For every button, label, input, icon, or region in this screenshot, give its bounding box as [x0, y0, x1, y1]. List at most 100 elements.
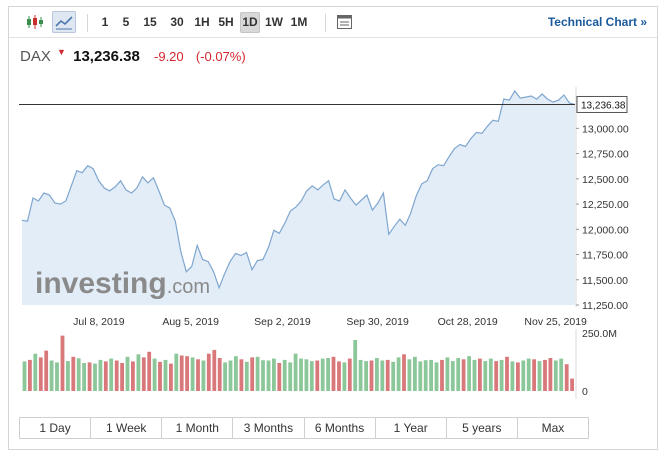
- y-tick-label: 12,000.00: [582, 224, 629, 236]
- y-tick-label: 11,250.00: [582, 300, 628, 312]
- volume-bar: [239, 359, 244, 391]
- chart-toolbar: 1 5 15 30 1H 5H 1D 1W 1M Technical Chart »: [9, 7, 657, 38]
- interval-button-1m[interactable]: 1M: [290, 15, 308, 29]
- volume-bar: [141, 357, 146, 391]
- volume-bar: [277, 363, 282, 391]
- quote-header: DAX ▼ 13,236.38 -9.20 (-0.07%): [20, 47, 254, 69]
- instrument-name: DAX: [20, 47, 51, 65]
- volume-bar: [22, 361, 27, 391]
- volume-bar: [49, 360, 54, 391]
- last-price: 13,236.38: [73, 47, 140, 65]
- volume-bar: [516, 362, 520, 391]
- range-button-1-month[interactable]: 1 Month: [162, 418, 234, 438]
- volume-bar: [570, 378, 574, 391]
- watermark-brand: investing: [35, 267, 167, 300]
- volume-bar: [55, 362, 59, 391]
- candlestick-icon: [27, 15, 43, 29]
- volume-bar: [499, 359, 504, 391]
- volume-bar: [472, 359, 477, 391]
- volume-bar: [440, 359, 444, 391]
- volume-bar: [456, 358, 461, 391]
- range-button-6-months[interactable]: 6 Months: [304, 418, 376, 438]
- volume-bar: [391, 361, 396, 391]
- volume-bar: [494, 361, 499, 391]
- x-tick-label: Aug 5, 2019: [162, 316, 219, 328]
- volume-bar: [174, 353, 179, 391]
- price-area-fill: [22, 91, 575, 305]
- y-tick-label: 11,500.00: [582, 275, 628, 287]
- interval-button-1w[interactable]: 1W: [265, 15, 283, 29]
- volume-bar: [521, 360, 526, 391]
- volume-bar: [212, 349, 217, 391]
- indicators-button[interactable]: [333, 11, 357, 33]
- interval-button-5[interactable]: 5: [122, 15, 130, 29]
- volume-bar: [488, 358, 493, 391]
- volume-bar: [304, 359, 309, 391]
- volume-bar: [288, 362, 293, 391]
- volume-bar: [38, 357, 43, 391]
- volume-bar: [131, 361, 135, 391]
- interval-button-1h[interactable]: 1H: [194, 15, 210, 29]
- candlestick-chart-button[interactable]: [23, 11, 47, 33]
- volume-bar: [293, 353, 298, 391]
- volume-bar: [369, 360, 374, 391]
- technical-chart-link[interactable]: Technical Chart »: [547, 15, 647, 29]
- volume-bar: [76, 358, 81, 391]
- volume-bar: [347, 358, 352, 391]
- range-button-1-day[interactable]: 1 Day: [20, 418, 92, 438]
- volume-bar: [255, 356, 260, 391]
- volume-bar: [282, 359, 287, 391]
- range-button-1-year[interactable]: 1 Year: [375, 418, 447, 438]
- volume-bar: [353, 340, 358, 391]
- volume-max-label: 250.0M: [582, 328, 617, 340]
- volume-bar: [396, 357, 401, 391]
- x-tick-label: Nov 25, 2019: [524, 316, 587, 328]
- volume-bar: [163, 359, 168, 391]
- volume-bar: [158, 361, 162, 391]
- interval-button-1[interactable]: 1: [101, 15, 109, 29]
- volume-bar: [169, 363, 173, 391]
- indicators-panel-icon: [337, 15, 352, 29]
- x-tick-label: Jul 8, 2019: [73, 316, 125, 328]
- range-button-5-years[interactable]: 5 years: [446, 418, 518, 438]
- volume-bar: [315, 360, 320, 391]
- volume-bar: [478, 358, 482, 391]
- volume-bar: [402, 354, 406, 391]
- volume-bar: [445, 357, 450, 391]
- volume-bar: [125, 356, 130, 391]
- price-chart[interactable]: investing.com 13,236.38 13,000.00 12,750.00…: [9, 7, 657, 407]
- volume-bar: [71, 356, 76, 391]
- range-button-3-months[interactable]: 3 Months: [233, 418, 305, 438]
- volume-bar: [559, 358, 564, 391]
- volume-bar: [380, 360, 385, 391]
- investing-watermark-logo: investing.com: [35, 267, 210, 300]
- price-change-percent: (-0.07%): [195, 48, 246, 64]
- volume-bar: [309, 361, 314, 391]
- volume-bar: [136, 354, 141, 391]
- area-chart-icon: [55, 16, 73, 30]
- volume-bar: [385, 359, 390, 391]
- down-arrow-icon: ▼: [57, 47, 66, 58]
- volume-bar: [375, 358, 379, 391]
- volume-bar: [250, 357, 255, 391]
- volume-bar: [423, 360, 428, 391]
- interval-button-5h[interactable]: 5H: [218, 15, 234, 29]
- volume-bar: [87, 362, 92, 391]
- range-button-max[interactable]: Max: [517, 418, 588, 438]
- volume-bar: [526, 358, 531, 391]
- area-chart-button[interactable]: [52, 11, 76, 33]
- y-tick-label: 13,000.00: [582, 123, 629, 135]
- interval-button-30[interactable]: 30: [170, 15, 184, 29]
- last-price-tag-label: 13,236.38: [581, 100, 626, 111]
- range-button-1-week[interactable]: 1 Week: [91, 418, 163, 438]
- interval-button-1d[interactable]: 1D: [240, 12, 260, 33]
- volume-bar: [217, 358, 222, 391]
- chart-widget: 1 5 15 30 1H 5H 1D 1W 1M Technical Chart » DAX ▼…: [8, 6, 658, 450]
- y-tick-label: 12,250.00: [582, 199, 629, 211]
- volume-bar: [93, 363, 97, 391]
- volume-bar: [364, 361, 368, 391]
- volume-bar: [483, 361, 488, 391]
- volume-bar: [244, 361, 249, 391]
- volume-bar: [201, 360, 206, 391]
- interval-button-15[interactable]: 15: [143, 15, 157, 29]
